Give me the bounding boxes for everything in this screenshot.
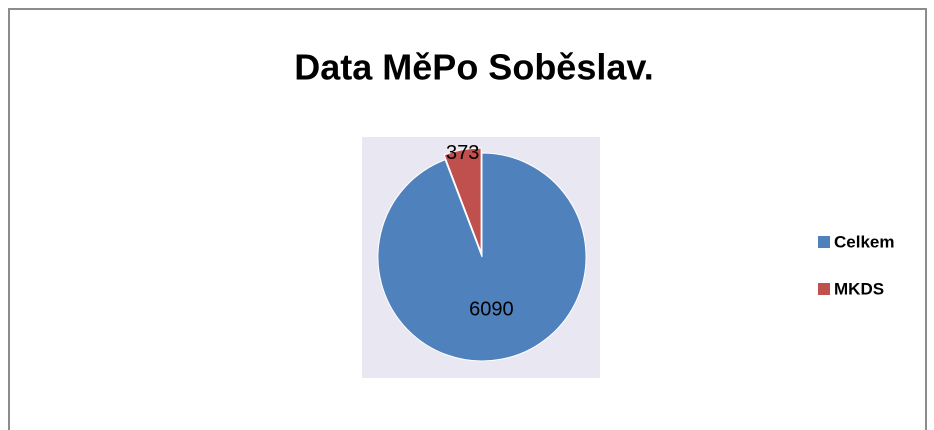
legend-label: MKDS bbox=[834, 279, 884, 298]
legend-label: Celkem bbox=[834, 232, 894, 251]
pie-slice bbox=[443, 147, 482, 253]
legend-swatch bbox=[818, 236, 830, 248]
data-label: 373 bbox=[446, 142, 479, 164]
data-label: 6090 bbox=[469, 298, 514, 320]
pie-slice bbox=[377, 152, 587, 362]
chart-title: Data MěPo Soběslav. bbox=[294, 47, 653, 88]
legend-swatch bbox=[818, 283, 830, 295]
